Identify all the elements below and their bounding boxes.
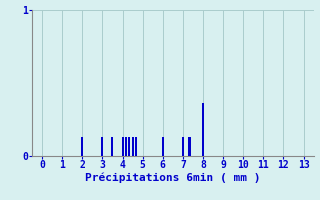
Bar [101, 137, 103, 156]
Bar [111, 137, 114, 156]
Bar [162, 137, 164, 156]
Bar [132, 137, 133, 156]
Bar [182, 137, 184, 156]
Bar [202, 103, 204, 156]
Bar [135, 137, 137, 156]
Bar [125, 137, 127, 156]
Bar [188, 137, 190, 156]
Bar [128, 137, 130, 156]
Bar [81, 137, 83, 156]
X-axis label: Précipitations 6min ( mm ): Précipitations 6min ( mm ) [85, 173, 260, 183]
Bar [122, 137, 124, 156]
